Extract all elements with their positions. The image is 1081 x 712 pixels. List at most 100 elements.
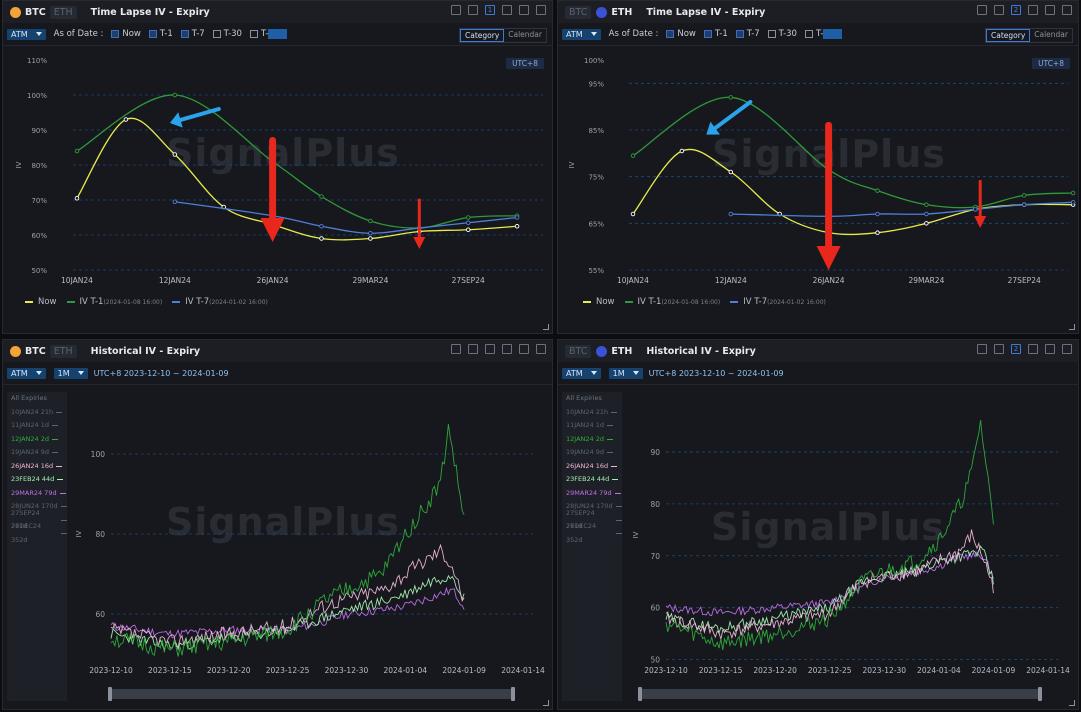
close-icon[interactable] (536, 344, 546, 354)
expiry-item[interactable]: 19JAN24 9d (7, 446, 67, 460)
time-range-slider[interactable] (108, 687, 515, 701)
expiry-item[interactable]: 11JAN24 1d (7, 419, 67, 433)
page-number-icon[interactable]: 2 (1011, 344, 1021, 354)
close-icon[interactable] (536, 5, 546, 15)
expand-icon[interactable] (1045, 344, 1055, 354)
time-range-slider[interactable] (638, 687, 1042, 701)
expiry-filter-all[interactable]: All Expiries (11, 394, 47, 402)
copy-icon[interactable] (1028, 5, 1038, 15)
calendar-button[interactable]: Calendar (508, 30, 542, 39)
ticker-btc[interactable]: BTC (25, 6, 46, 18)
expiry-item[interactable]: 27DEC24 352d (7, 522, 67, 544)
expiry-item[interactable]: 23FEB24 44d (7, 473, 67, 487)
expiry-filter-all[interactable]: All Expiries (566, 394, 602, 402)
atm-select[interactable]: ATM (562, 367, 601, 379)
data-point-t7 (728, 211, 734, 217)
t7-checkbox[interactable] (735, 30, 744, 38)
legend-item-t7[interactable]: IV T-7 (2024-01-02 16:00) (172, 297, 268, 307)
expiry-item[interactable]: 29MAR24 79d (7, 487, 67, 501)
expiry-item[interactable]: 10JAN24 21h (562, 406, 622, 420)
t-custom-checkbox[interactable] (804, 30, 813, 38)
export-icon[interactable] (451, 344, 461, 354)
t-custom-checkbox[interactable] (249, 30, 258, 38)
data-point-t1 (319, 194, 324, 199)
ticker-btc[interactable]: BTC (565, 5, 592, 19)
x-tick-label: 12JAN24 (159, 276, 191, 285)
resize-handle[interactable] (543, 324, 549, 330)
refresh-icon[interactable] (994, 344, 1004, 354)
legend-item-t7[interactable]: IV T-7 (2024-01-02 16:00) (730, 297, 826, 307)
now-checkbox[interactable] (666, 30, 675, 38)
expiry-item[interactable]: 27DEC24 352d (562, 522, 622, 544)
ticker-btc[interactable]: BTC (565, 344, 592, 358)
folder-icon[interactable] (485, 344, 495, 354)
ticker-eth[interactable]: ETH (611, 6, 633, 18)
ticker-eth[interactable]: ETH (49, 344, 77, 358)
t-custom-input[interactable]: 00 (823, 29, 843, 39)
t30-label: T-30 (778, 29, 797, 39)
t-custom-input[interactable]: 00 (268, 29, 288, 39)
t30-checkbox[interactable] (212, 30, 221, 38)
chevron-down-icon (590, 371, 597, 375)
page-number-icon[interactable]: 2 (1011, 5, 1021, 15)
period-select[interactable]: 1M (608, 367, 643, 379)
expiry-item[interactable]: 29MAR24 79d (562, 487, 622, 501)
legend-item-t1[interactable]: IV T-1 (2024-01-08 16:00) (624, 297, 720, 307)
ticker-eth[interactable]: ETH (49, 5, 77, 19)
period-select[interactable]: 1M (53, 367, 88, 379)
refresh-icon[interactable] (468, 5, 478, 15)
ticker-btc[interactable]: BTC (25, 345, 46, 357)
refresh-icon[interactable] (468, 344, 478, 354)
y-tick-label: 80 (650, 500, 660, 509)
expiry-item[interactable]: 10JAN24 21h (7, 406, 67, 420)
expand-icon[interactable] (519, 5, 529, 15)
expiry-item[interactable]: 12JAN24 2d (562, 433, 622, 447)
export-icon[interactable] (451, 5, 461, 15)
copy-icon[interactable] (1028, 344, 1038, 354)
t-custom-label: T- (815, 29, 824, 39)
expiry-item[interactable]: 28JUN24 170d (562, 500, 622, 514)
t7-checkbox[interactable] (180, 30, 189, 38)
atm-select[interactable]: ATM (7, 28, 46, 40)
category-button[interactable]: Category (986, 29, 1031, 42)
atm-select[interactable]: ATM (562, 28, 601, 40)
data-point-now (924, 221, 929, 226)
export-icon[interactable] (977, 344, 987, 354)
data-point-t1 (368, 218, 373, 224)
t30-checkbox[interactable] (767, 30, 776, 38)
resize-handle[interactable] (543, 700, 549, 706)
refresh-icon[interactable] (994, 5, 1004, 15)
close-icon[interactable] (1062, 5, 1072, 15)
expiry-item[interactable]: 26JAN24 16d (7, 460, 67, 474)
expand-icon[interactable] (1045, 5, 1055, 15)
t1-checkbox[interactable] (703, 30, 712, 38)
atm-select[interactable]: ATM (7, 367, 46, 379)
t1-checkbox[interactable] (148, 30, 157, 38)
expiry-item[interactable]: 26JAN24 16d (562, 460, 622, 474)
calendar-button[interactable]: Calendar (1034, 30, 1068, 39)
resize-handle[interactable] (1069, 324, 1075, 330)
legend-item-t1[interactable]: IV T-1 (2024-01-08 16:00) (66, 297, 162, 307)
resize-handle[interactable] (1069, 700, 1075, 706)
copy-icon[interactable] (502, 344, 512, 354)
expiry-item[interactable]: 12JAN24 2d (7, 433, 67, 447)
category-button[interactable]: Category (460, 29, 505, 42)
series-line-now (632, 148, 1074, 236)
page-number-icon[interactable]: 1 (485, 5, 495, 15)
panel-title: Time Lapse IV - Expiry (646, 6, 766, 18)
chevron-down-icon (77, 371, 84, 375)
y-tick-label: 60 (650, 604, 660, 613)
expiry-item[interactable]: 11JAN24 1d (562, 419, 622, 433)
now-label: Now (122, 29, 141, 39)
expand-icon[interactable] (519, 344, 529, 354)
now-checkbox[interactable] (111, 30, 120, 38)
expiry-item[interactable]: 28JUN24 170d (7, 500, 67, 514)
legend-item-now[interactable]: Now (25, 297, 57, 307)
close-icon[interactable] (1062, 344, 1072, 354)
expiry-item[interactable]: 23FEB24 44d (562, 473, 622, 487)
legend-item-now[interactable]: Now (583, 297, 615, 307)
expiry-item[interactable]: 19JAN24 9d (562, 446, 622, 460)
ticker-eth[interactable]: ETH (611, 345, 633, 357)
copy-icon[interactable] (502, 5, 512, 15)
export-icon[interactable] (977, 5, 987, 15)
